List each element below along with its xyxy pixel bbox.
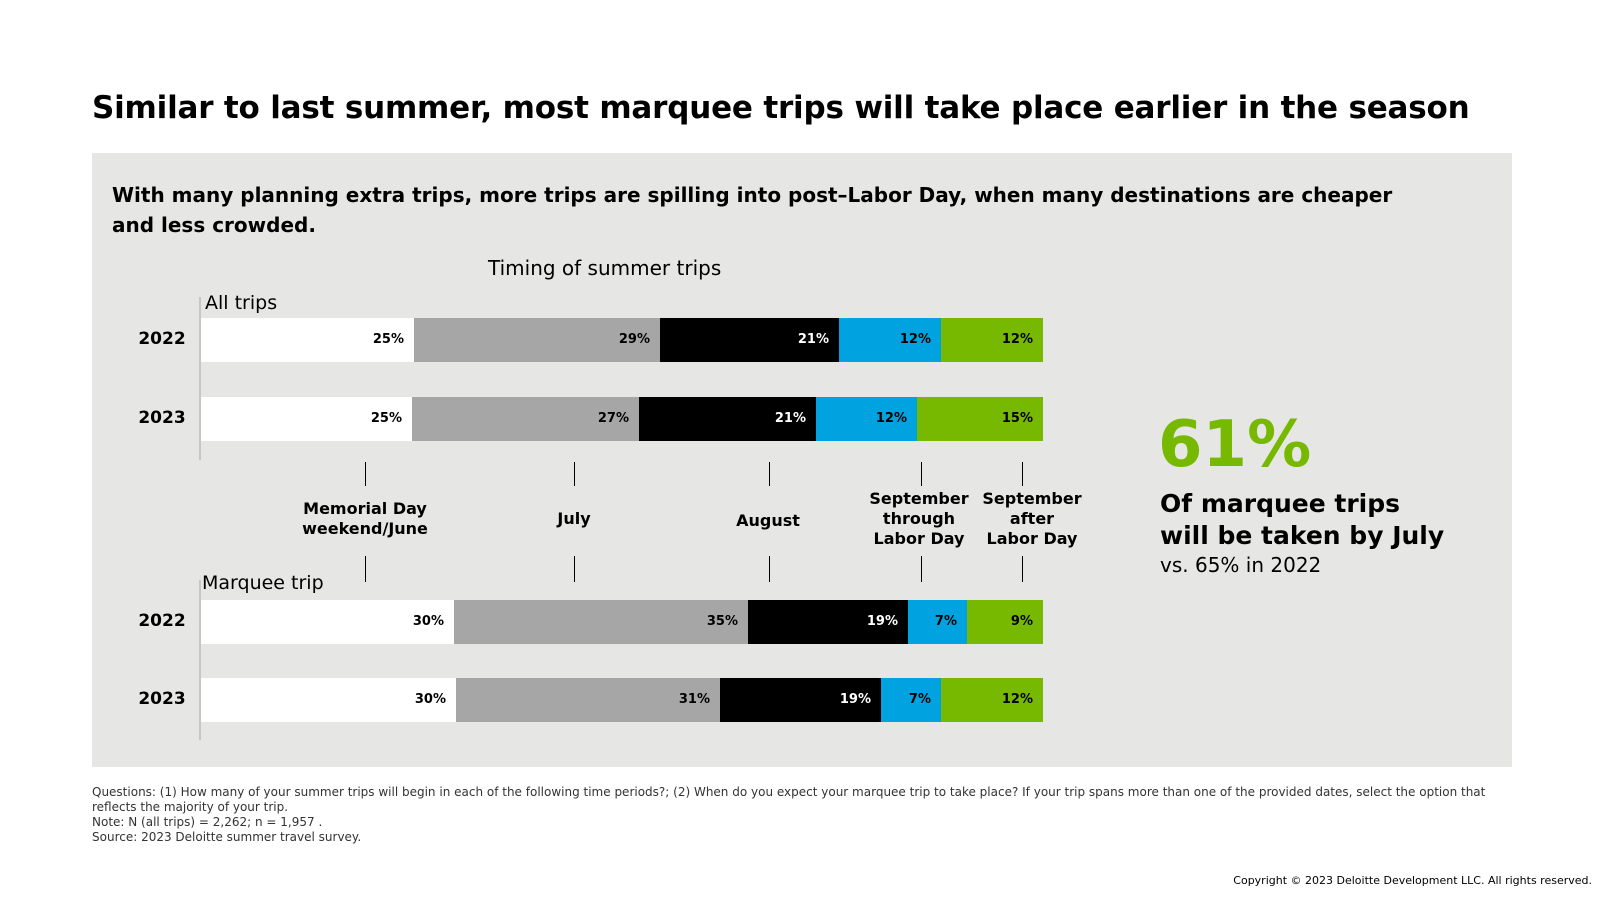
footnote-note: Note: N (all trips) = 2,262; n = 1,957 . xyxy=(92,815,323,829)
category-label-line: Memorial Day xyxy=(303,499,427,518)
data-label: 25% xyxy=(370,411,402,426)
group-label: All trips xyxy=(205,292,278,314)
data-label: 35% xyxy=(706,614,738,629)
category-tick xyxy=(365,556,366,582)
data-label: 19% xyxy=(866,614,898,629)
year-label: 2022 xyxy=(138,611,186,631)
data-label: 25% xyxy=(372,332,404,347)
category-label-line: Labor Day xyxy=(986,529,1078,548)
callout-value: 61% xyxy=(1158,408,1312,482)
bar-segment xyxy=(660,318,839,362)
category-label-line: August xyxy=(736,511,800,530)
chart-title: Timing of summer trips xyxy=(488,256,722,280)
data-label: 29% xyxy=(618,332,650,347)
category-tick xyxy=(921,462,922,486)
data-label: 7% xyxy=(934,614,957,629)
data-label: 30% xyxy=(412,614,444,629)
category-tick xyxy=(1022,556,1023,582)
callout-subtext: vs. 65% in 2022 xyxy=(1160,553,1322,577)
axis-line-2 xyxy=(199,580,201,740)
bar-segment xyxy=(917,397,1043,441)
bar-segment xyxy=(967,600,1043,644)
copyright: Copyright © 2023 Deloitte Development LL… xyxy=(1233,874,1592,887)
stacked-bar: 25% 29% 21% 12% 12% xyxy=(201,318,1043,362)
year-label: 2023 xyxy=(138,689,186,709)
data-label: 12% xyxy=(899,332,931,347)
bar-segment xyxy=(412,397,639,441)
category-tick xyxy=(769,462,770,486)
category-label: July xyxy=(557,509,590,529)
year-label: 2023 xyxy=(138,408,186,428)
bar-segment xyxy=(720,678,881,722)
footnote-questions: Questions: (1) How many of your summer t… xyxy=(92,785,1486,814)
category-label-line: weekend/June xyxy=(302,519,428,538)
category-label-line: September xyxy=(869,489,969,508)
category-tick xyxy=(574,462,575,486)
year-label: 2022 xyxy=(138,329,186,349)
bar-segment xyxy=(816,397,917,441)
bar-segment xyxy=(839,318,941,362)
data-label: 27% xyxy=(597,411,629,426)
bar-segment xyxy=(908,600,967,644)
chart-panel xyxy=(92,153,1512,767)
data-label: 15% xyxy=(1001,411,1033,426)
subtitle: With many planning extra trips, more tri… xyxy=(112,183,1393,237)
data-label: 12% xyxy=(875,411,907,426)
data-label: 9% xyxy=(1010,614,1033,629)
bar-segment xyxy=(456,678,720,722)
category-label-line: September xyxy=(982,489,1082,508)
bar-segment xyxy=(748,600,908,644)
page-title: Similar to last summer, most marquee tri… xyxy=(92,90,1470,126)
bar-segment xyxy=(454,600,748,644)
callout-text: Of marquee trips will be taken by July xyxy=(1160,488,1444,552)
stacked-bar: 30% 35% 19% 7% 9% xyxy=(201,600,1043,644)
group-label: Marquee trip xyxy=(202,572,324,594)
data-label: 21% xyxy=(774,411,806,426)
category-label-line: Labor Day xyxy=(873,529,965,548)
bar-segment xyxy=(941,318,1043,362)
category-label-line: July xyxy=(557,509,591,528)
stacked-bar: 30% 31% 19% 7% 12% xyxy=(201,678,1043,722)
bar-segment xyxy=(941,678,1043,722)
footnotes: Questions: (1) How many of your summer t… xyxy=(92,785,1512,845)
axis-line-1 xyxy=(199,297,201,460)
category-tick xyxy=(1022,462,1023,486)
category-tick xyxy=(921,556,922,582)
bar-segment xyxy=(201,678,456,722)
category-label: August xyxy=(736,511,800,531)
data-label: 21% xyxy=(797,332,829,347)
category-label-line: through xyxy=(882,509,956,528)
data-label: 31% xyxy=(678,692,710,707)
bar-segment xyxy=(639,397,816,441)
data-label: 12% xyxy=(1001,332,1033,347)
category-tick xyxy=(769,556,770,582)
category-label: Memorial Day weekend/June xyxy=(302,499,428,539)
bar-segment xyxy=(414,318,660,362)
footnote-source: Source: 2023 Deloitte summer travel surv… xyxy=(92,830,362,844)
stacked-bar: 25% 27% 21% 12% 15% xyxy=(201,397,1043,441)
bar-segment xyxy=(201,397,412,441)
data-label: 7% xyxy=(908,692,931,707)
bar-segment xyxy=(201,600,454,644)
category-label: September after Labor Day xyxy=(982,489,1081,549)
data-label: 19% xyxy=(839,692,871,707)
bar-segment xyxy=(201,318,414,362)
category-label-line: after xyxy=(1009,509,1055,528)
callout-text-line1: Of marquee trips xyxy=(1160,489,1401,518)
callout-text-line2: will be taken by July xyxy=(1160,521,1445,550)
data-label: 12% xyxy=(1001,692,1033,707)
category-tick xyxy=(574,556,575,582)
data-label: 30% xyxy=(414,692,446,707)
category-tick xyxy=(365,462,366,486)
bar-segment xyxy=(881,678,941,722)
category-label: September through Labor Day xyxy=(869,489,968,549)
